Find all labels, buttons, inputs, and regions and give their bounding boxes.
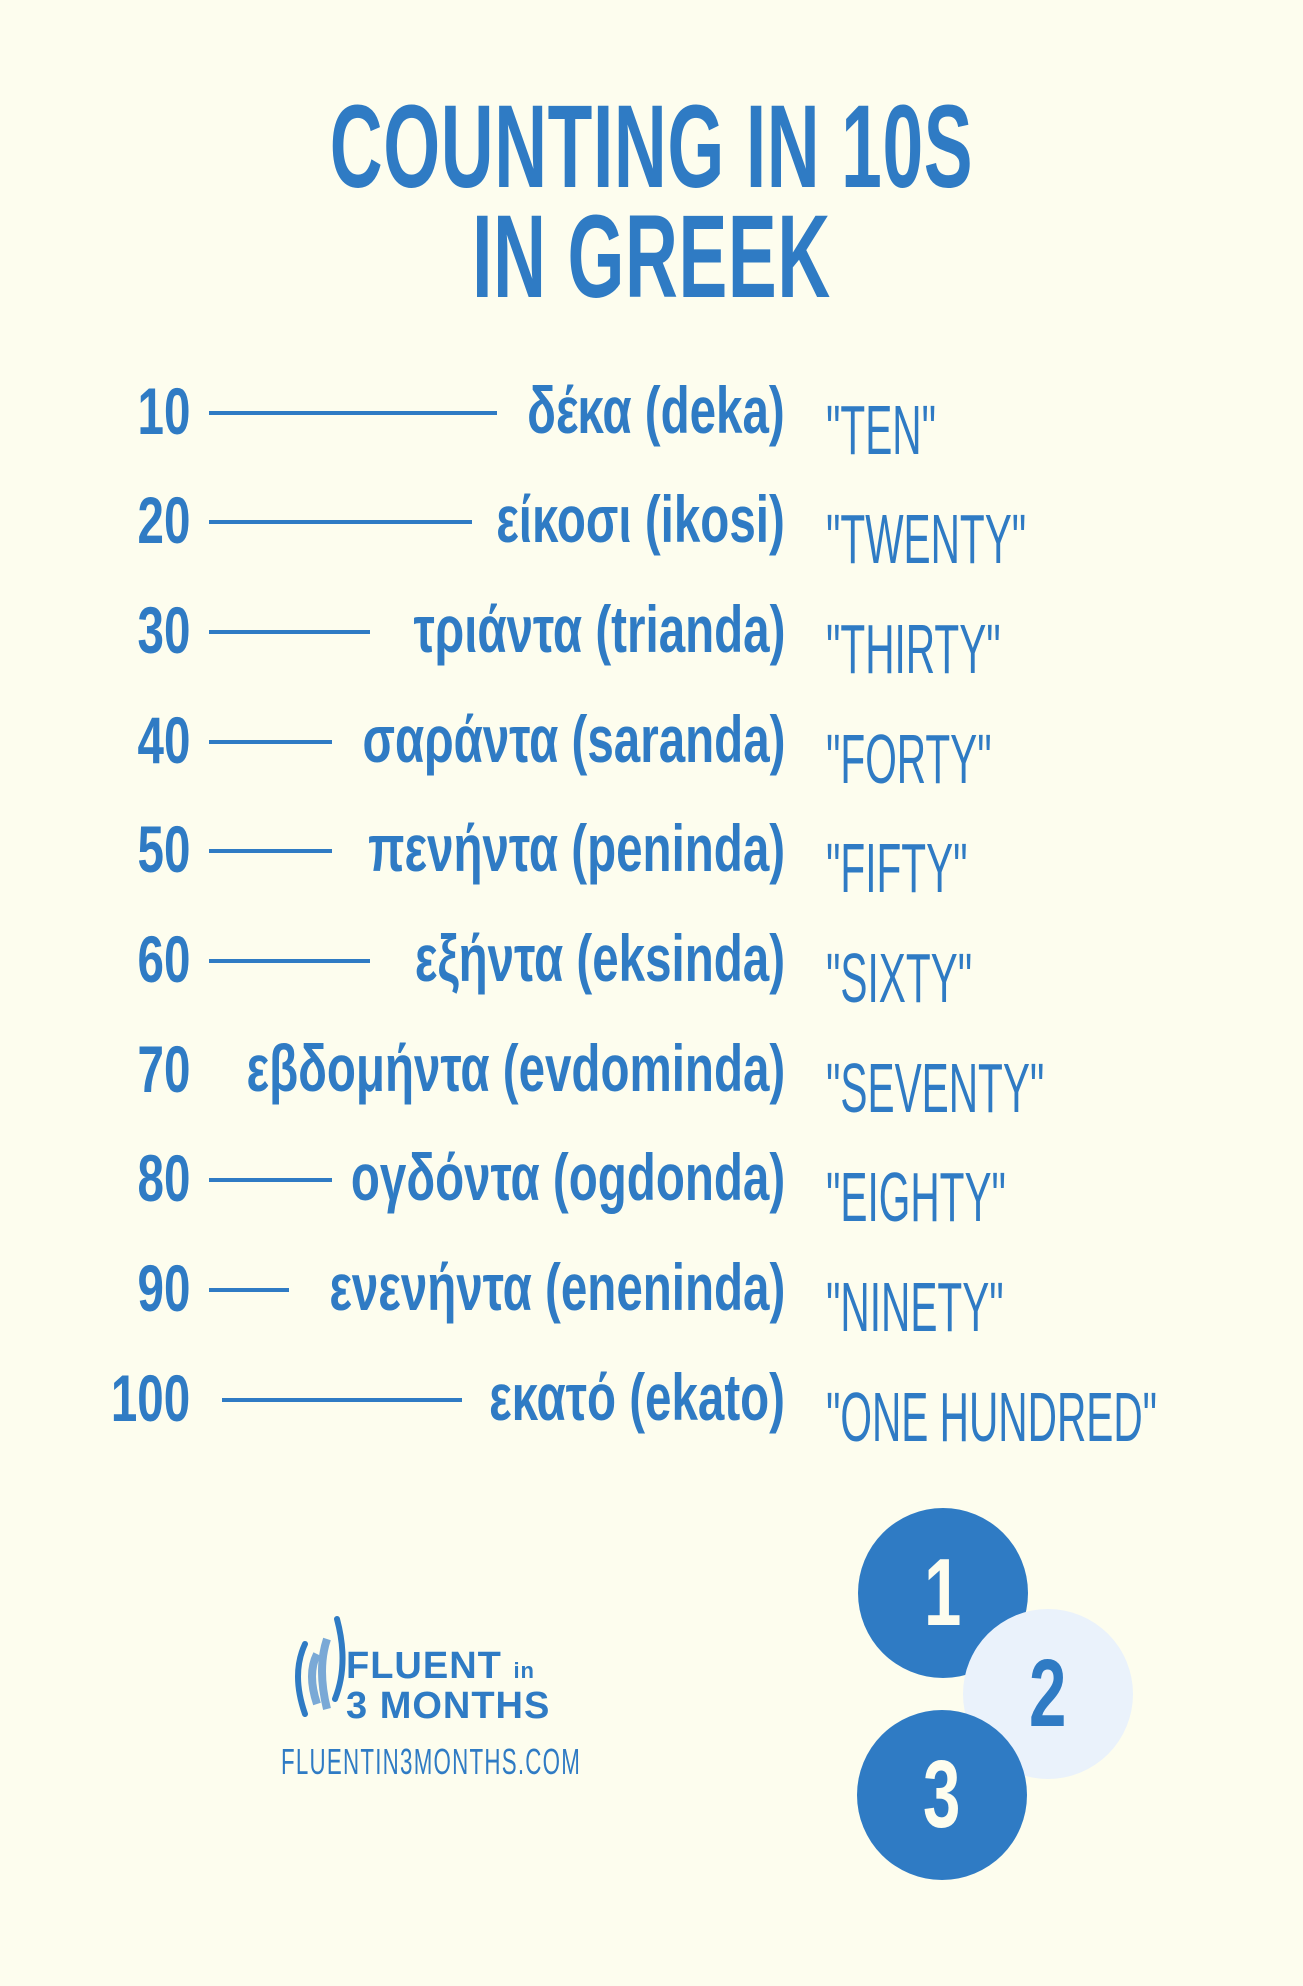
logo-text-3-months: 3 MONTHS	[346, 1685, 551, 1727]
english-word: "EIGHTY"	[826, 1158, 1006, 1236]
connector-line	[209, 630, 370, 634]
number-row: 30 τριάντα (trianda) "THIRTY"	[0, 587, 1303, 688]
circle-number: 1	[924, 1539, 962, 1646]
logo-text-in: in	[513, 1658, 535, 1683]
circle-two: 2	[963, 1609, 1133, 1779]
greek-word: δέκα (deka)	[527, 373, 785, 447]
english-word: "SIXTY"	[826, 939, 973, 1017]
number-row: 90 ενενήντα (eneninda) "NINETY"	[0, 1245, 1303, 1346]
fluent-in-3-months-logo: FLUENT in 3 MONTHS	[291, 1614, 571, 1729]
greek-word: εβδομήντα (evdominda)	[246, 1031, 785, 1105]
english-word: "ONE HUNDRED"	[826, 1378, 1158, 1456]
connector-line	[209, 849, 332, 853]
greek-word: είκοσι (ikosi)	[496, 482, 785, 556]
english-word: "FORTY"	[826, 720, 992, 798]
website-url[interactable]: FLUENTIN3MONTHS.COM	[281, 1741, 582, 1782]
number-row: 20 είκοσι (ikosi) "TWENTY"	[0, 477, 1303, 578]
greek-word: σαράντα (saranda)	[362, 702, 785, 776]
circle-number: 3	[923, 1741, 961, 1848]
sound-waves-icon	[295, 1616, 346, 1717]
circle-number: 2	[1029, 1640, 1067, 1747]
number-row: 70 εβδομήντα (evdominda) "SEVENTY"	[0, 1026, 1303, 1127]
greek-word: εκατό (ekato)	[489, 1360, 785, 1434]
number-row: 80 ογδόντα (ogdonda) "EIGHTY"	[0, 1135, 1303, 1236]
greek-word: ενενήντα (eneninda)	[329, 1250, 785, 1324]
connector-line	[209, 411, 497, 415]
connector-line	[209, 959, 370, 963]
row-number: 100	[110, 1361, 190, 1435]
number-row: 10 δέκα (deka) "TEN"	[0, 368, 1303, 469]
row-number: 30	[137, 593, 190, 667]
english-word: "TWENTY"	[826, 500, 1027, 578]
english-word: "FIFTY"	[826, 829, 968, 907]
title-line-2: IN GREEK	[472, 191, 831, 323]
circle-three: 3	[857, 1710, 1027, 1880]
english-word: "THIRTY"	[826, 610, 1001, 688]
title-line-1: COUNTING IN 10S	[329, 81, 974, 213]
row-number: 70	[137, 1032, 190, 1106]
connector-line	[209, 520, 472, 524]
english-word: "TEN"	[826, 391, 937, 469]
row-number: 90	[137, 1251, 190, 1325]
connector-line	[222, 1398, 462, 1402]
english-word: "SEVENTY"	[826, 1049, 1045, 1127]
row-number: 80	[137, 1141, 190, 1215]
greek-word: τριάντα (trianda)	[413, 592, 785, 666]
row-number: 10	[137, 374, 190, 448]
logo-text-fluent: FLUENT	[346, 1645, 502, 1687]
greek-word: εξήντα (eksinda)	[414, 921, 785, 995]
connector-line	[209, 1288, 289, 1292]
connector-line	[209, 1178, 332, 1182]
greek-word: ογδόντα (ogdonda)	[350, 1140, 785, 1214]
number-row: 60 εξήντα (eksinda) "SIXTY"	[0, 916, 1303, 1017]
greek-word: πενήντα (peninda)	[368, 811, 785, 885]
row-number: 20	[137, 483, 190, 557]
number-row: 50 πενήντα (peninda) "FIFTY"	[0, 806, 1303, 907]
number-row: 40 σαράντα (saranda) "FORTY"	[0, 697, 1303, 798]
row-number: 60	[137, 922, 190, 996]
english-word: "NINETY"	[826, 1268, 1004, 1346]
row-number: 50	[137, 812, 190, 886]
connector-line	[209, 740, 332, 744]
row-number: 40	[137, 703, 190, 777]
number-row: 100 εκατό (ekato) "ONE HUNDRED"	[0, 1355, 1303, 1456]
